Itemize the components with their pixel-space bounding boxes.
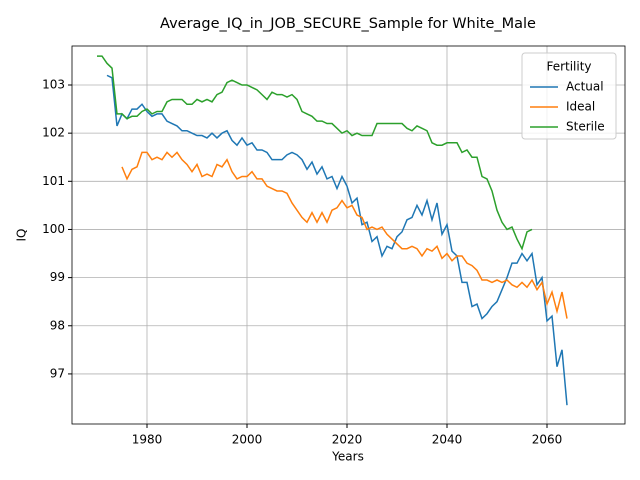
x-tick-label: 1980: [132, 433, 163, 447]
data-line: [97, 55, 533, 251]
y-tick-label: 98: [50, 318, 65, 332]
legend-label: Sterile: [566, 120, 605, 134]
legend-title: Fertility: [546, 60, 591, 74]
data-line: [106, 74, 568, 406]
legend-label: Actual: [566, 80, 604, 94]
x-axis-label: Years: [331, 450, 364, 464]
y-tick-label: 97: [50, 366, 65, 380]
legend-label: Ideal: [566, 100, 595, 114]
chart-title: Average_IQ_in_JOB_SECURE_Sample for Whit…: [160, 16, 536, 32]
y-tick-label: 103: [42, 78, 65, 92]
y-tick-label: 100: [42, 222, 65, 236]
legend: Fertility Actual Ideal Sterile: [521, 52, 617, 140]
legend-box: [521, 52, 617, 140]
y-tick-label: 102: [42, 126, 65, 140]
x-tick-label: 2060: [532, 433, 563, 447]
x-tick-label: 2020: [332, 433, 363, 447]
y-axis-label: IQ: [15, 229, 29, 242]
y-tick-label: 101: [42, 174, 65, 188]
y-tick-label: 99: [50, 270, 65, 284]
data-line: [121, 151, 568, 319]
x-tick-label: 2000: [232, 433, 263, 447]
x-tick-label: 2040: [432, 433, 463, 447]
plot-frame: [71, 45, 626, 425]
